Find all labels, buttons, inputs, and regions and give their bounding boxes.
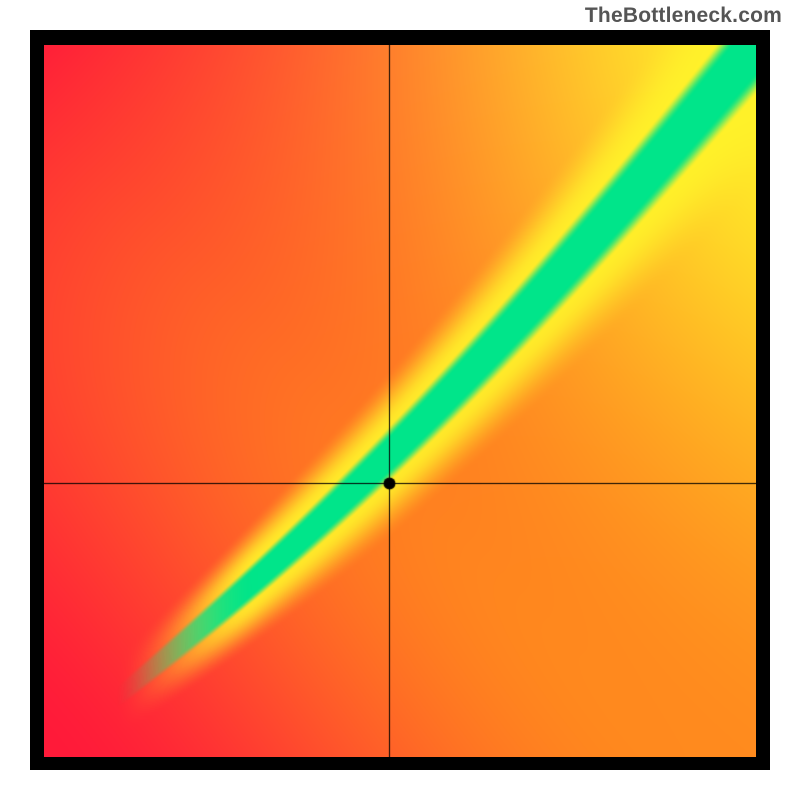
plot-matte bbox=[33, 757, 767, 767]
plot-matte bbox=[756, 45, 767, 757]
bottleneck-heatmap bbox=[44, 45, 756, 757]
plot-matte bbox=[33, 33, 767, 45]
plot-matte bbox=[33, 45, 44, 757]
attribution-label: TheBottleneck.com bbox=[585, 4, 782, 28]
chart-stage: TheBottleneck.com bbox=[0, 0, 800, 800]
